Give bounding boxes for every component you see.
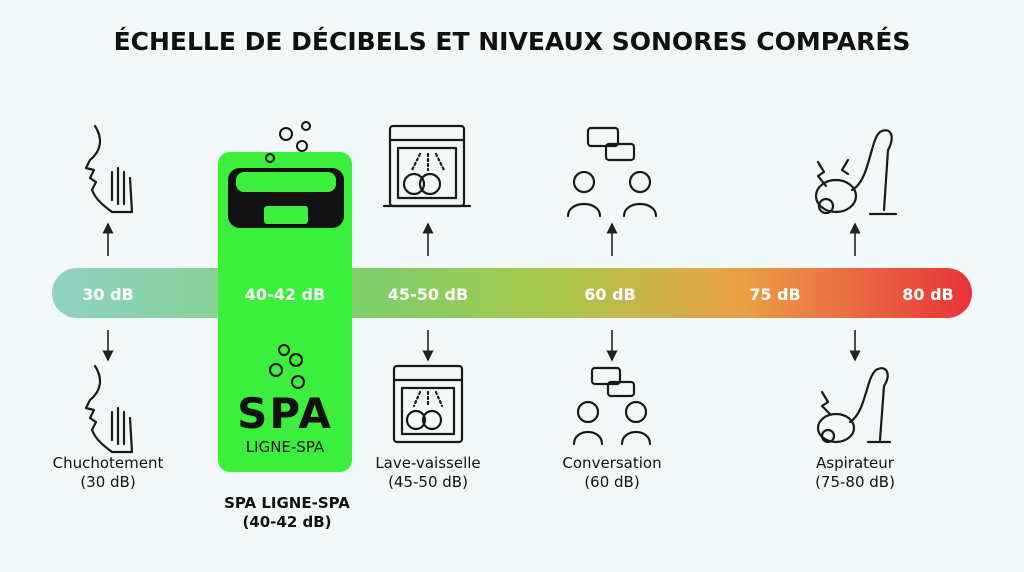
scale-label: 75 dB: [749, 285, 800, 304]
vacuum-icon: [814, 129, 898, 216]
icon-part: [392, 364, 464, 444]
item-name: Conversation: [562, 454, 661, 472]
icon-part: [604, 142, 636, 162]
dishwasher-icon: [382, 124, 472, 208]
title: ÉCHELLE DE DÉCIBELS ET NIVEAUX SONORES C…: [114, 27, 911, 56]
item-name: SPA LIGNE-SPA: [224, 494, 350, 512]
scale-label: 30 dB: [82, 285, 133, 304]
icon-part: [84, 364, 114, 454]
icon-part: [606, 380, 636, 398]
icon-part: [620, 430, 652, 446]
logo-sub: LIGNE-SPA: [246, 438, 325, 456]
icon-part: [84, 124, 114, 214]
icon-part: [816, 412, 856, 444]
whisper-icon: [84, 364, 134, 454]
icon-part: [400, 386, 456, 436]
arrows: [102, 222, 861, 362]
icon-part: [301, 121, 311, 131]
item-level: (40-42 dB): [242, 513, 331, 531]
icon-part: [264, 206, 308, 224]
item-name: Aspirateur: [816, 454, 895, 472]
icon-part: [265, 153, 275, 163]
icon-part: [622, 202, 658, 218]
icon-part: [820, 428, 836, 444]
item-name: Chuchotement: [53, 454, 164, 472]
spa-icon: [228, 121, 344, 389]
icon-part: [628, 170, 652, 194]
icon-part: [820, 390, 832, 416]
icon-part: [269, 363, 283, 377]
icon-part: [396, 146, 458, 200]
dishwasher-icon: [392, 364, 464, 444]
conversation-icon: [566, 126, 658, 218]
item-level: (45-50 dB): [388, 473, 468, 491]
icon-part: [566, 202, 602, 218]
icon-part: [278, 344, 290, 356]
item-level: (75-80 dB): [815, 473, 895, 491]
logo-brand: SPA: [237, 389, 333, 438]
decibel-scale-bar: [52, 268, 972, 318]
icon-part: [402, 172, 426, 196]
icon-part: [110, 166, 134, 214]
scale-label: 40-42 dB: [245, 285, 325, 304]
vacuum-icon: [816, 367, 892, 444]
item-name: Lave-vaisselle: [375, 454, 480, 472]
icon-part: [418, 172, 442, 196]
icon-part: [412, 390, 444, 408]
icon-part: [572, 170, 596, 194]
scale-label: 45-50 dB: [388, 285, 468, 304]
icon-part: [289, 353, 303, 367]
icon-part: [236, 172, 336, 192]
icon-part: [421, 409, 443, 431]
scale-label: 80 dB: [902, 285, 953, 304]
icon-part: [279, 127, 293, 141]
icon-part: [110, 406, 134, 454]
icon-part: [624, 400, 648, 424]
icon-part: [296, 140, 308, 152]
scale-label: 60 dB: [584, 285, 635, 304]
whisper-icon: [84, 124, 134, 214]
item-level: (60 dB): [584, 473, 639, 491]
item-level: (30 dB): [80, 473, 135, 491]
icon-part: [576, 400, 600, 424]
spa-highlight: [218, 152, 352, 472]
icon-part: [816, 158, 850, 188]
icon-part: [586, 126, 620, 148]
icon-part: [850, 129, 893, 212]
icon-part: [291, 375, 305, 389]
icon-part: [814, 178, 858, 214]
icon-part: [848, 367, 889, 442]
icon-part: [410, 152, 446, 172]
conversation-icon: [572, 366, 652, 446]
icon-part: [405, 409, 427, 431]
icon-part: [817, 197, 835, 215]
icon-part: [590, 366, 622, 386]
icon-part: [572, 430, 604, 446]
